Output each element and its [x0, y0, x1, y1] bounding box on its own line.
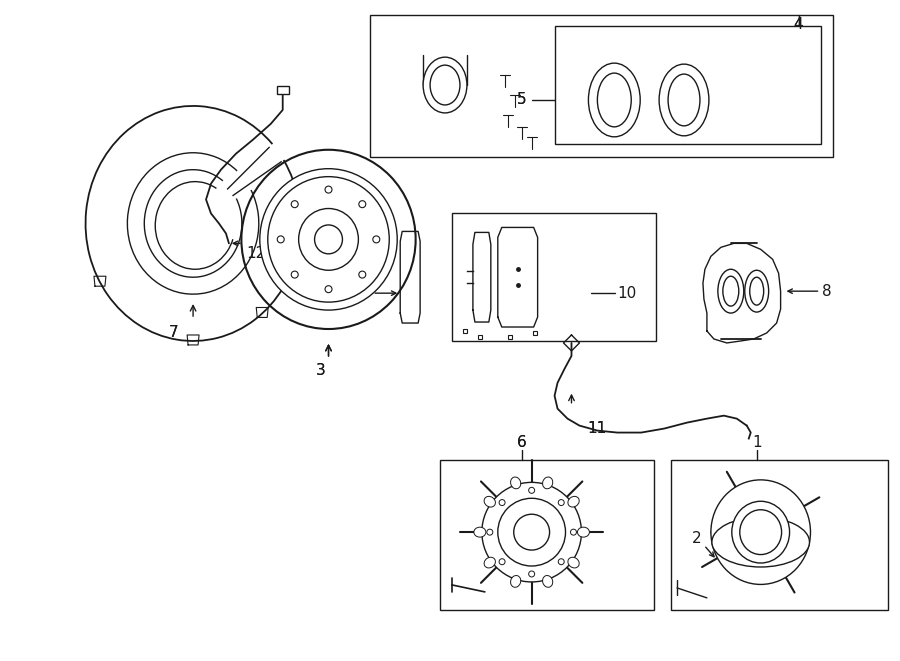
- Ellipse shape: [568, 557, 580, 568]
- Text: 7: 7: [168, 325, 178, 340]
- Bar: [452, 214, 656, 341]
- Ellipse shape: [543, 477, 553, 488]
- Ellipse shape: [589, 63, 640, 137]
- Ellipse shape: [487, 529, 493, 535]
- Text: 10: 10: [617, 286, 636, 301]
- Text: 8: 8: [822, 284, 832, 299]
- Ellipse shape: [359, 201, 365, 208]
- Ellipse shape: [484, 496, 495, 507]
- Ellipse shape: [292, 271, 298, 278]
- Ellipse shape: [543, 576, 553, 587]
- Ellipse shape: [723, 276, 739, 306]
- Text: 11: 11: [588, 421, 607, 436]
- Circle shape: [482, 483, 581, 582]
- Text: 6: 6: [517, 435, 526, 450]
- Text: 9: 9: [350, 286, 360, 301]
- Ellipse shape: [711, 480, 811, 584]
- Ellipse shape: [740, 510, 781, 555]
- Ellipse shape: [268, 176, 390, 302]
- Bar: [440, 461, 654, 610]
- Ellipse shape: [373, 236, 380, 243]
- Ellipse shape: [528, 571, 535, 577]
- Ellipse shape: [718, 269, 743, 313]
- Text: 3: 3: [316, 364, 326, 378]
- Ellipse shape: [430, 65, 460, 105]
- Text: 5: 5: [517, 93, 526, 108]
- Ellipse shape: [659, 64, 709, 136]
- Ellipse shape: [568, 496, 580, 507]
- Circle shape: [498, 498, 565, 566]
- Ellipse shape: [277, 236, 284, 243]
- Ellipse shape: [571, 529, 577, 535]
- Ellipse shape: [260, 169, 397, 310]
- Ellipse shape: [500, 500, 505, 506]
- Ellipse shape: [732, 501, 789, 563]
- Bar: [370, 15, 833, 157]
- Ellipse shape: [750, 277, 764, 305]
- Ellipse shape: [299, 208, 358, 270]
- Ellipse shape: [241, 150, 416, 329]
- Text: 3: 3: [316, 364, 326, 378]
- Ellipse shape: [325, 186, 332, 193]
- Ellipse shape: [598, 73, 631, 127]
- Ellipse shape: [558, 559, 564, 564]
- Bar: [671, 461, 888, 610]
- Ellipse shape: [474, 527, 486, 537]
- Ellipse shape: [315, 225, 343, 254]
- Ellipse shape: [500, 559, 505, 564]
- Ellipse shape: [745, 270, 769, 312]
- Ellipse shape: [292, 201, 298, 208]
- Ellipse shape: [510, 576, 521, 587]
- Text: 4: 4: [794, 17, 804, 32]
- Text: 5: 5: [517, 93, 526, 108]
- Ellipse shape: [423, 57, 467, 113]
- Ellipse shape: [510, 477, 521, 488]
- Text: 12: 12: [247, 246, 266, 261]
- Ellipse shape: [325, 286, 332, 293]
- Text: 7: 7: [168, 325, 178, 340]
- Ellipse shape: [359, 271, 365, 278]
- Bar: [276, 86, 289, 94]
- Ellipse shape: [668, 74, 700, 126]
- Ellipse shape: [558, 500, 564, 506]
- Ellipse shape: [528, 487, 535, 493]
- Text: 1: 1: [752, 435, 761, 450]
- Bar: [554, 26, 822, 144]
- Text: 4: 4: [794, 17, 804, 32]
- Circle shape: [514, 514, 550, 550]
- Text: 2: 2: [692, 531, 702, 545]
- Text: 11: 11: [588, 421, 607, 436]
- Ellipse shape: [578, 527, 590, 537]
- Text: 6: 6: [517, 435, 526, 450]
- Ellipse shape: [484, 557, 495, 568]
- Ellipse shape: [712, 517, 809, 567]
